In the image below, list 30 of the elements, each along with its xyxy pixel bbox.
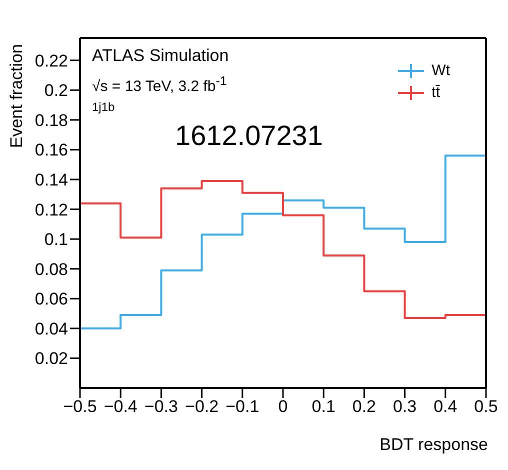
legend-label: Wt <box>432 61 450 81</box>
y-tick-label: 0.06 <box>34 290 68 309</box>
y-tick-label: 0.12 <box>34 200 68 220</box>
y-tick-label: 0.14 <box>34 170 68 190</box>
x-axis-title: BDT response <box>380 435 488 454</box>
y-tick-label: 0.18 <box>34 110 68 130</box>
x-tick-label: −0.5 <box>63 397 97 416</box>
x-tick-label: 0 <box>278 397 288 416</box>
x-tick-label: −0.1 <box>226 397 260 416</box>
y-tick-label: 0.08 <box>34 260 68 279</box>
x-tick-label: 0.1 <box>312 397 336 416</box>
annotation: 1612.07231 <box>175 120 323 152</box>
x-tick-label: 0.2 <box>352 397 376 416</box>
legend-label: tt̄ <box>432 83 440 103</box>
y-tick-label: 0.16 <box>34 140 68 160</box>
x-tick-label: 0.5 <box>474 397 498 416</box>
x-tick-label: 0.4 <box>434 397 458 416</box>
annotation: √s = 13 TeV, 3.2 fb$^{-1}$ <box>92 74 227 95</box>
x-tick-label: 0.3 <box>392 397 417 416</box>
y-tick-label: 0.04 <box>34 319 68 338</box>
y-tick-label: 0.02 <box>34 349 68 368</box>
y-tick-label: 0.22 <box>34 51 68 70</box>
x-tick-label: −0.4 <box>104 397 138 416</box>
annotation: ATLAS Simulation <box>92 46 229 66</box>
y-tick-label: 0.1 <box>44 230 68 250</box>
annotation: 1j1b <box>92 100 115 114</box>
y-axis-title: Event fraction <box>7 44 26 148</box>
x-tick-label: −0.2 <box>185 397 219 416</box>
x-tick-label: −0.3 <box>144 397 178 416</box>
y-tick-label: 0.2 <box>44 81 68 100</box>
